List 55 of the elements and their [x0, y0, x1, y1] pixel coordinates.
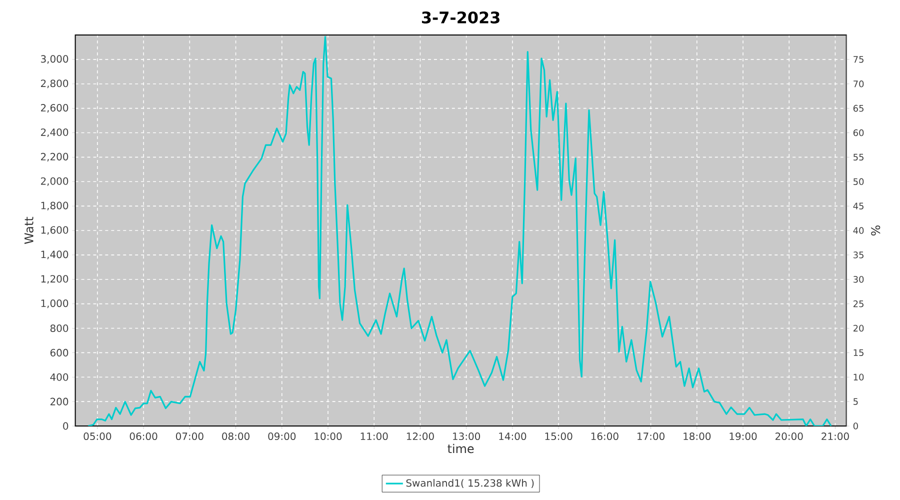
legend-label: Swanland1( 15.238 kWh ) — [406, 479, 534, 488]
x-tick-label: 07:00 — [176, 432, 204, 440]
y2-tick-label: 70 — [854, 80, 864, 88]
x-tick-label: 09:00 — [268, 432, 296, 440]
y2-tick-label: 55 — [854, 154, 864, 161]
y-tick-label: 2,400 — [40, 128, 68, 138]
y2-tick-label: 40 — [853, 227, 864, 234]
y-tick-label: 2,600 — [40, 104, 68, 113]
x-tick-label: 05:00 — [84, 432, 112, 440]
line-series — [87, 36, 832, 426]
y2-tick-label: 50 — [854, 178, 864, 186]
y-tick-label: 1,200 — [41, 275, 68, 284]
x-tick-label: 12:00 — [406, 432, 434, 440]
chart-title: 3-7-2023 — [422, 11, 500, 24]
y2-tick-label: 75 — [854, 56, 864, 63]
x-tick-label: 17:00 — [638, 432, 664, 440]
y-tick-label: 1,800 — [41, 202, 68, 210]
x-tick-label: 20:00 — [776, 432, 803, 440]
y-axis-title: Watt — [24, 216, 34, 244]
x-tick-label: 16:00 — [591, 432, 618, 440]
y-tick-label: 3,000 — [41, 55, 68, 64]
y2-tick-label: 65 — [853, 104, 864, 112]
y2-tick-label: 20 — [853, 324, 864, 332]
y2-tick-label: 35 — [854, 252, 864, 258]
y-tick-label: 400 — [50, 373, 68, 381]
y2-tick-label: 45 — [853, 202, 864, 210]
y-tick-label: 2,800 — [40, 80, 68, 88]
y2-axis-title: % — [871, 225, 880, 236]
x-tick-label: 21:00 — [822, 432, 849, 440]
y-tick-label: 600 — [50, 348, 68, 356]
y2-tick-label: 10 — [854, 374, 864, 381]
y-tick-label: 200 — [50, 398, 68, 406]
x-tick-label: 13:00 — [453, 432, 480, 440]
y-tick-label: 2,200 — [40, 152, 68, 162]
y-tick-label: 2,000 — [40, 177, 68, 186]
x-tick-label: 10:00 — [314, 432, 342, 440]
y-tick-label: 800 — [50, 324, 68, 332]
y2-tick-label: 0 — [853, 422, 858, 430]
y2-tick-label: 5 — [854, 398, 858, 405]
x-tick-label: 19:00 — [730, 432, 757, 440]
y2-tick-label: 60 — [853, 129, 864, 136]
y-tick-label: 1,600 — [41, 226, 68, 235]
y2-tick-label: 25 — [853, 300, 864, 308]
y-tick-label: 1,400 — [41, 250, 68, 260]
x-tick-label: 14:00 — [499, 432, 526, 440]
x-tick-label: 06:00 — [130, 432, 158, 440]
x-tick-label: 08:00 — [222, 432, 250, 440]
x-axis-title: time — [448, 444, 474, 454]
x-tick-label: 18:00 — [684, 432, 711, 440]
y-tick-label: 1,000 — [41, 300, 68, 308]
x-tick-label: 15:00 — [545, 432, 572, 440]
y2-tick-label: 15 — [854, 349, 864, 356]
y2-tick-label: 30 — [854, 276, 864, 283]
y-tick-label: 0 — [63, 422, 68, 430]
x-tick-label: 11:00 — [360, 432, 388, 440]
